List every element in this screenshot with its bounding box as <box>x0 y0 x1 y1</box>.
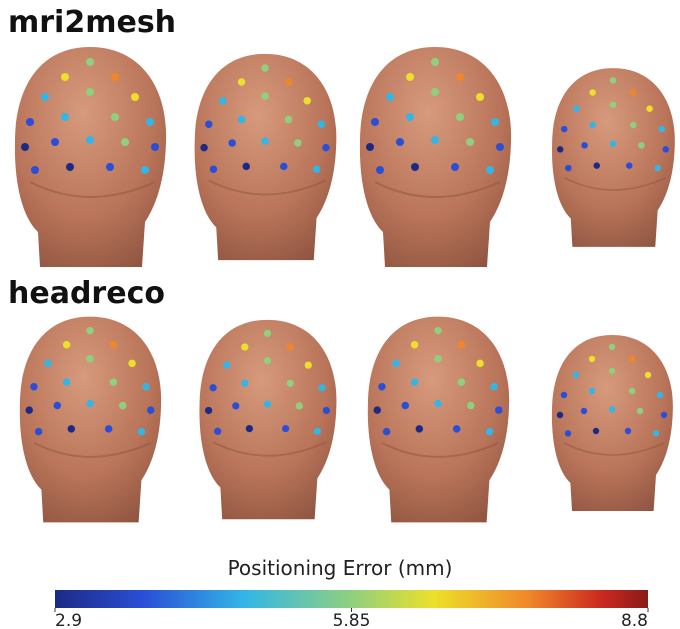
colorbar-tick-label: 8.8 <box>621 611 648 629</box>
row-title: mri2mesh <box>8 5 176 40</box>
head-renders <box>13 46 676 268</box>
head-renders <box>18 315 674 524</box>
colorbar <box>55 590 648 608</box>
colorbar-tick-label: 2.9 <box>55 611 82 629</box>
colorbar-ticks: 2.9 5.85 8.8 <box>54 608 649 629</box>
row-title: headreco <box>8 276 165 311</box>
colorbar-title: Positioning Error (mm) <box>228 556 453 580</box>
colorbar-tick-label: 5.85 <box>333 611 371 629</box>
